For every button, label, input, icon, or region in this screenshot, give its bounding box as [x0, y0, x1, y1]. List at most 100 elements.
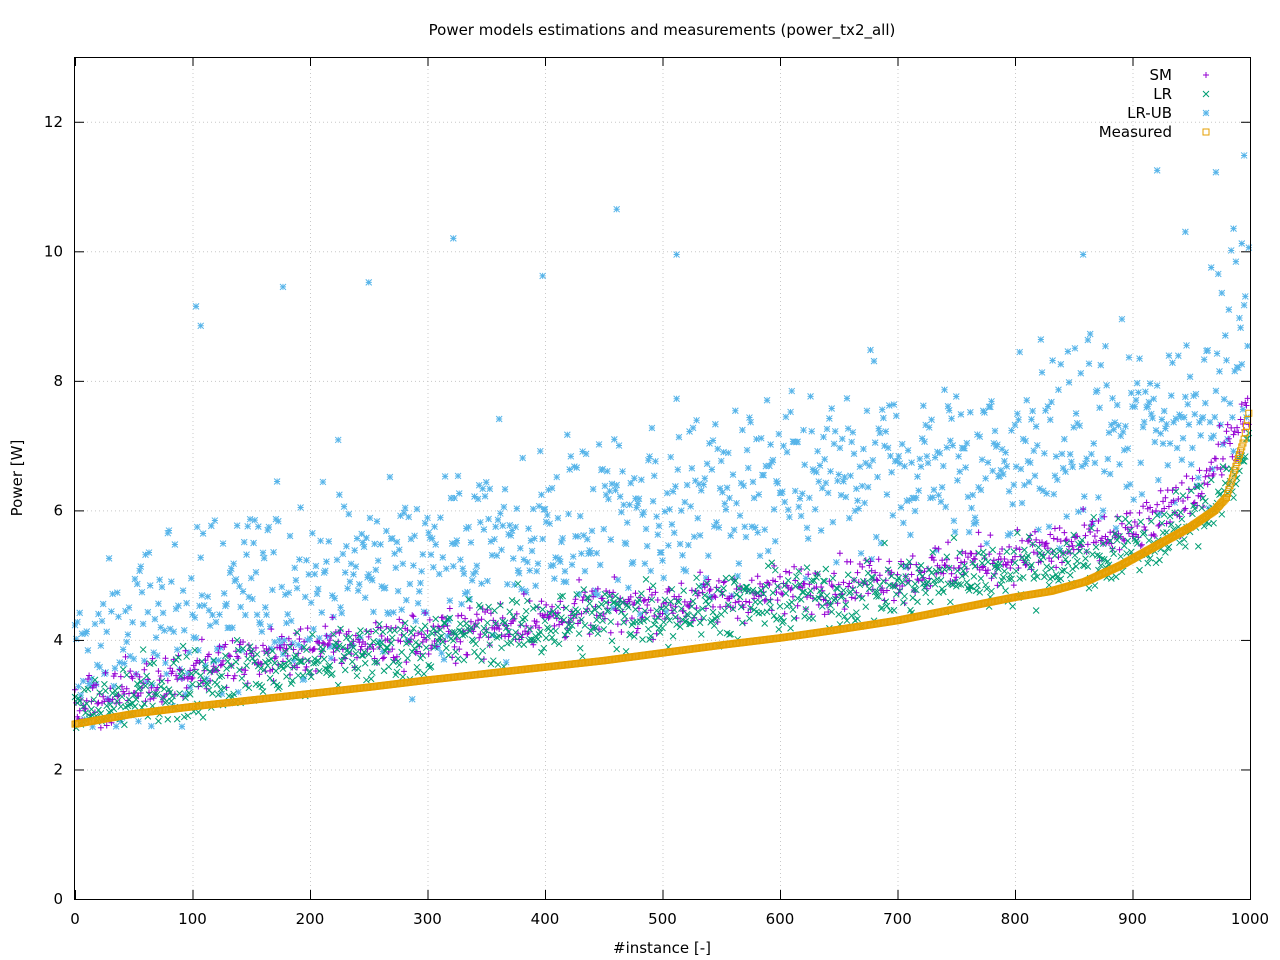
data-point: [927, 598, 934, 606]
data-point: [1095, 517, 1102, 524]
data-point: [529, 505, 537, 513]
data-point: [844, 571, 852, 579]
data-point: [182, 694, 189, 702]
data-point: [1047, 531, 1054, 538]
data-point: [504, 580, 511, 588]
data-point: [754, 529, 762, 536]
data-point: [686, 428, 693, 435]
data-point: [1183, 342, 1190, 349]
data-point: [1139, 423, 1147, 431]
y-tick-label: 0: [53, 890, 63, 908]
data-point: [660, 618, 668, 626]
data-point: [1214, 464, 1221, 471]
data-point: [96, 689, 104, 696]
data-point: [786, 513, 793, 521]
data-point: [502, 658, 510, 666]
data-point: [690, 613, 698, 620]
data-point: [379, 655, 386, 662]
data-point: [299, 672, 307, 679]
data-point: [1219, 455, 1226, 462]
data-point: [301, 593, 309, 601]
data-point: [583, 535, 591, 543]
data-point: [1109, 546, 1116, 553]
data-point: [867, 346, 874, 354]
data-point: [100, 693, 107, 700]
data-point: [627, 479, 635, 487]
data-point: [530, 641, 537, 648]
data-point: [214, 691, 222, 698]
data-point: [1229, 453, 1236, 460]
data-point: [603, 467, 611, 475]
data-point: [1229, 413, 1236, 421]
data-point: [945, 406, 953, 414]
data-point: [1160, 498, 1167, 505]
data-point: [1056, 524, 1063, 531]
data-point: [431, 643, 438, 651]
data-point: [846, 580, 853, 587]
series-measured: [71, 409, 1253, 728]
data-point: [1240, 301, 1248, 309]
data-point: [1219, 463, 1227, 470]
data-point: [642, 525, 650, 533]
data-point: [640, 598, 647, 605]
data-point: [864, 483, 872, 491]
data-point: [414, 599, 422, 607]
data-point: [449, 654, 456, 661]
data-point: [164, 677, 171, 684]
data-point: [743, 446, 751, 454]
data-point: [178, 723, 186, 730]
data-point: [513, 599, 521, 606]
data-point: [1098, 555, 1106, 563]
data-point: [774, 479, 782, 487]
data-point: [867, 579, 874, 587]
data-point: [907, 531, 914, 539]
data-point: [280, 636, 288, 644]
data-point: [656, 629, 664, 636]
data-point: [622, 647, 630, 655]
data-point: [129, 618, 136, 626]
data-point: [165, 527, 173, 534]
data-point: [712, 594, 719, 601]
data-point: [990, 572, 998, 579]
data-point: [368, 669, 376, 676]
data-point: [192, 303, 200, 310]
data-point: [439, 638, 447, 646]
data-point: [768, 458, 776, 466]
data-point: [515, 569, 523, 577]
data-point: [418, 631, 425, 638]
data-point: [219, 540, 227, 547]
data-point: [437, 626, 444, 634]
data-point: [153, 652, 161, 659]
data-point: [179, 587, 187, 594]
data-point: [261, 658, 269, 666]
data-point: [123, 671, 131, 679]
data-point: [310, 659, 317, 667]
data-point: [796, 495, 804, 502]
data-point: [96, 690, 103, 697]
data-point: [1009, 500, 1017, 508]
data-point: [955, 453, 962, 460]
data-point: [496, 601, 504, 609]
data-point: [1199, 413, 1207, 421]
data-point: [135, 693, 142, 700]
data-point: [148, 680, 155, 687]
data-point: [187, 574, 195, 582]
data-point: [1241, 293, 1249, 300]
data-point: [273, 478, 281, 485]
data-point: [183, 599, 190, 607]
data-point: [1087, 529, 1094, 536]
data-point: [887, 452, 894, 460]
data-point: [187, 670, 195, 677]
data-point: [1197, 431, 1205, 439]
data-point: [545, 486, 552, 494]
data-point: [489, 657, 497, 665]
data-point: [883, 602, 891, 610]
data-point: [859, 563, 866, 570]
data-point: [1236, 314, 1243, 322]
data-point: [787, 624, 794, 632]
data-point: [680, 587, 688, 594]
data-point: [128, 711, 135, 719]
x-tick-label: 1000: [1231, 910, 1269, 928]
data-point: [841, 613, 848, 620]
data-point: [222, 652, 229, 660]
